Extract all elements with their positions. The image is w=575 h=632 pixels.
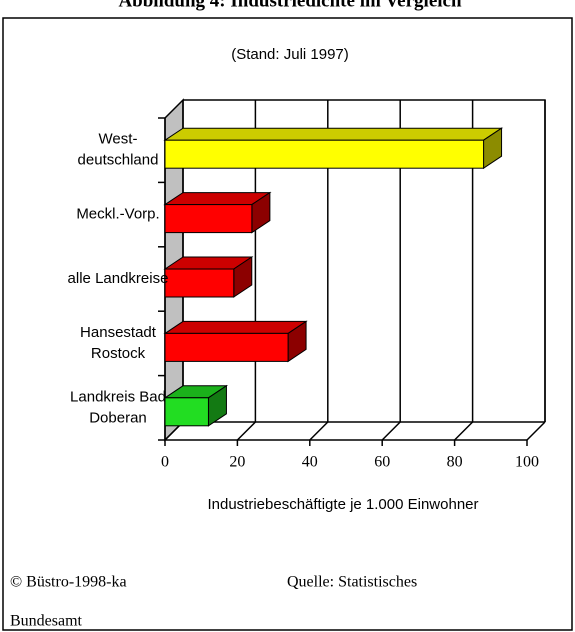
- x-tick-label: 0: [161, 454, 169, 471]
- x-tick-label: 80: [447, 454, 463, 471]
- x-tick-label: 60: [374, 454, 390, 471]
- x-tick-label: 20: [229, 454, 245, 471]
- bar: [164, 397, 209, 427]
- footer-source: Quelle: Statistisches: [287, 574, 417, 591]
- bar: [164, 139, 485, 169]
- y-tick-label: Meckl.-Vorp.: [76, 206, 159, 223]
- footer-left: © Büstro-1998-ka: [10, 574, 127, 591]
- floor-line: [381, 421, 401, 441]
- bar: [164, 204, 253, 234]
- floor-line: [454, 421, 474, 441]
- y-tick-label: alle Landkreise: [68, 270, 169, 287]
- floor-line: [309, 421, 329, 441]
- chart-title: Abbildung 4: Industriedichte im Vergleic…: [118, 0, 462, 11]
- bar-top: [163, 127, 504, 141]
- x-axis-label: Industriebeschäftigte je 1.000 Einwohner: [207, 496, 478, 513]
- x-tick-label: 100: [515, 454, 539, 471]
- frame: [2, 17, 573, 631]
- bar: [164, 332, 289, 362]
- y-tick-label: West-deutschland: [78, 131, 159, 169]
- footer-source: Bundesamt: [10, 613, 83, 630]
- floor-line: [236, 421, 256, 441]
- x-tick-label: 40: [302, 454, 318, 471]
- bar: [164, 268, 235, 298]
- y-tick-label: Hansestadt Rostock: [80, 324, 157, 362]
- floor-line: [526, 421, 546, 441]
- subtitle: (Stand: Juli 1997): [231, 46, 349, 63]
- bar-top: [163, 320, 308, 334]
- y-tick-label: Landkreis Bad Doberan: [70, 388, 166, 426]
